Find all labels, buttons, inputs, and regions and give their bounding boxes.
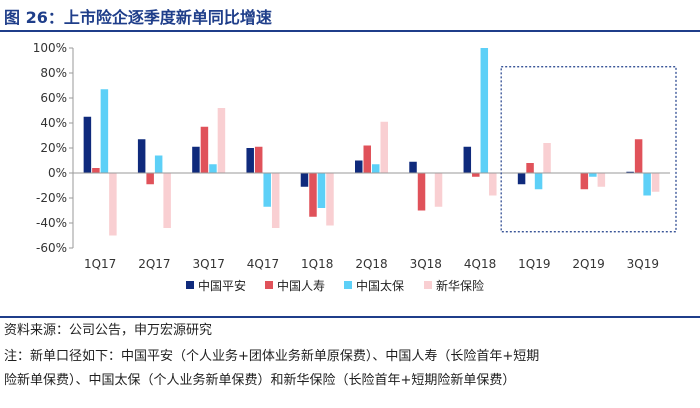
bar-中国人寿-1Q18 — [309, 173, 317, 217]
bar-新华保险-4Q17 — [271, 173, 280, 228]
y-tick-label: 20% — [40, 141, 67, 155]
legend-swatch — [186, 281, 194, 289]
bar-新华保险-2Q19 — [597, 173, 606, 187]
bar-中国平安-4Q17 — [246, 148, 254, 173]
bar-中国太保-2Q17 — [154, 155, 163, 173]
legend-swatch — [424, 281, 432, 289]
bar-中国太保-4Q18 — [480, 48, 489, 173]
source-note: 资料来源：公司公告，申万宏源研究 — [4, 323, 213, 338]
legend-label: 新华保险 — [436, 278, 484, 293]
bar-中国太保-3Q17 — [209, 164, 217, 173]
figure-title: 图 26：上市险企逐季度新单同比增速 — [4, 8, 272, 27]
bar-中国人寿-3Q18 — [417, 173, 426, 211]
bar-新华保险-2Q17 — [163, 173, 171, 228]
x-tick-label: 1Q18 — [301, 257, 333, 271]
bar-中国人寿-4Q18 — [472, 173, 480, 177]
x-tick-label: 2Q18 — [355, 257, 387, 271]
bar-中国人寿-1Q19 — [526, 163, 534, 173]
x-tick-label: 3Q18 — [410, 257, 442, 271]
y-tick-label: 60% — [40, 91, 67, 105]
bar-新华保险-1Q17 — [109, 173, 117, 236]
x-tick-label: 2Q19 — [572, 257, 604, 271]
separator-line — [0, 316, 700, 318]
y-tick-label: -40% — [36, 216, 67, 230]
legend-label: 中国太保 — [356, 278, 404, 293]
bar-新华保险-1Q19 — [543, 143, 551, 173]
bar-新华保险-3Q19 — [651, 173, 660, 192]
definition-note-line-2: 险新单保费）、中国太保（个人业务新单保费）和新华保险（长险首年+短期险新单保费） — [4, 373, 516, 388]
legend-swatch — [265, 281, 273, 289]
legend-label: 中国人寿 — [277, 278, 325, 293]
bar-中国平安-1Q17 — [83, 116, 92, 173]
definition-note-line-1: 注：新单口径如下：中国平安（个人业务+团体业务新单原保费）、中国人寿（长险首年+… — [4, 349, 540, 364]
y-tick-label: -60% — [36, 241, 67, 255]
bar-中国人寿-4Q17 — [254, 146, 263, 173]
x-tick-label: 1Q17 — [84, 257, 116, 271]
bar-新华保险-1Q18 — [326, 173, 334, 226]
bar-中国太保-1Q19 — [534, 173, 543, 190]
bar-中国平安-3Q19 — [626, 171, 634, 173]
bar-中国太保-3Q19 — [643, 173, 651, 196]
title-bar: 图 26：上市险企逐季度新单同比增速 — [0, 0, 700, 32]
bar-新华保险-3Q18 — [434, 173, 443, 207]
bar-中国平安-4Q18 — [463, 146, 472, 173]
bar-中国人寿-1Q17 — [92, 168, 100, 173]
bar-新华保险-3Q17 — [217, 108, 226, 173]
x-tick-label: 3Q19 — [627, 257, 659, 271]
y-tick-label: 40% — [40, 116, 67, 130]
bar-中国人寿-3Q17 — [200, 126, 209, 173]
bar-中国太保-4Q17 — [263, 173, 271, 207]
bar-新华保险-2Q18 — [380, 121, 388, 173]
legend-swatch — [344, 281, 352, 289]
bar-中国平安-1Q18 — [300, 173, 309, 187]
bar-中国太保-2Q19 — [589, 173, 597, 177]
bar-中国平安-2Q17 — [137, 139, 146, 173]
y-tick-label: -20% — [36, 191, 67, 205]
y-tick-label: 0% — [48, 166, 67, 180]
bar-中国太保-1Q17 — [100, 89, 109, 173]
bar-中国太保-1Q18 — [317, 173, 326, 208]
x-tick-label: 3Q17 — [193, 257, 225, 271]
bar-中国平安-3Q18 — [409, 161, 417, 173]
highlight-box — [500, 66, 677, 233]
bar-中国人寿-2Q17 — [146, 173, 154, 185]
x-tick-label: 1Q19 — [518, 257, 550, 271]
y-tick-label: 100% — [33, 41, 67, 55]
x-tick-label: 4Q18 — [464, 257, 496, 271]
bar-中国太保-2Q18 — [372, 164, 380, 173]
legend-label: 中国平安 — [198, 278, 246, 293]
bar-中国人寿-2Q19 — [580, 173, 589, 190]
bar-中国平安-1Q19 — [517, 173, 526, 185]
bar-中国人寿-3Q19 — [634, 139, 643, 173]
x-tick-label: 2Q17 — [138, 257, 170, 271]
bar-中国平安-2Q18 — [355, 160, 363, 173]
bar-chart: 100% 80% 60% 40% 20% 0% -20% -40% -60% 1Q17 2Q17 3Q… — [33, 41, 677, 293]
x-tick-label: 4Q17 — [247, 257, 279, 271]
bar-新华保险-4Q18 — [489, 173, 497, 196]
bar-中国平安-3Q17 — [192, 146, 200, 173]
bar-中国人寿-2Q18 — [363, 145, 371, 173]
y-tick-label: 80% — [40, 66, 67, 80]
